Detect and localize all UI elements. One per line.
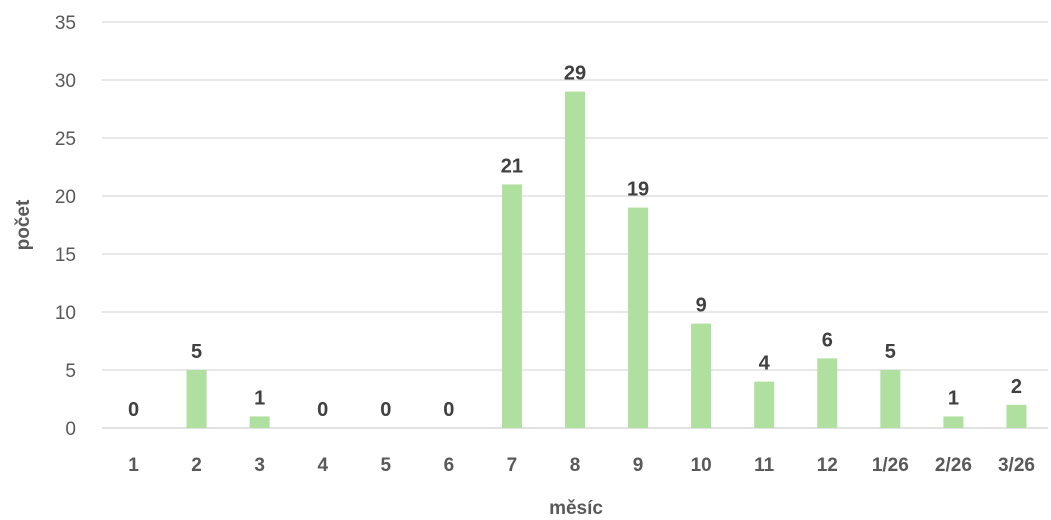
data-label: 19 xyxy=(627,179,649,201)
x-tick-label: 5 xyxy=(381,455,392,476)
x-tick-label: 8 xyxy=(570,455,581,476)
bar xyxy=(691,323,712,428)
x-tick-label: 3/26 xyxy=(998,455,1035,476)
data-label: 5 xyxy=(191,341,202,363)
x-tick-label: 2/26 xyxy=(935,455,972,476)
x-tick-label: 4 xyxy=(317,455,328,476)
data-label: 0 xyxy=(128,399,139,421)
bar xyxy=(249,416,270,428)
x-axis-title: měsíc xyxy=(549,498,603,519)
x-tick-label: 10 xyxy=(691,455,712,476)
data-label: 4 xyxy=(759,353,771,375)
bar xyxy=(754,381,775,428)
data-label: 21 xyxy=(501,155,523,177)
x-tick-label: 9 xyxy=(633,455,644,476)
x-tick-label: 7 xyxy=(507,455,518,476)
bar xyxy=(186,370,207,428)
bars xyxy=(186,91,1027,428)
y-axis-ticks: 0 5 10 15 20 25 30 35 xyxy=(55,13,76,440)
y-axis-title: počet xyxy=(13,199,34,250)
data-label: 9 xyxy=(696,295,707,317)
x-tick-label: 2 xyxy=(191,455,202,476)
bar xyxy=(817,358,838,428)
x-tick-label: 6 xyxy=(444,455,455,476)
x-tick-label: 12 xyxy=(817,455,838,476)
x-tick-label: 11 xyxy=(754,455,775,476)
y-tick-label: 20 xyxy=(55,187,76,208)
bar xyxy=(1006,404,1027,428)
x-tick-label: 1/26 xyxy=(872,455,909,476)
bar xyxy=(565,91,585,428)
data-label: 5 xyxy=(885,341,896,363)
data-label: 2 xyxy=(1011,376,1022,398)
y-tick-label: 15 xyxy=(55,245,76,266)
x-tick-label: 3 xyxy=(254,455,265,476)
y-tick-label: 0 xyxy=(65,419,76,440)
y-tick-label: 5 xyxy=(65,361,76,382)
x-tick-label: 1 xyxy=(128,455,139,476)
x-axis-ticks: 1 2 3 4 5 6 7 8 9 10 11 12 1/26 2/26 3/26 xyxy=(128,455,1035,476)
y-tick-label: 25 xyxy=(55,129,76,150)
y-tick-label: 10 xyxy=(55,303,76,324)
data-label: 1 xyxy=(254,387,265,409)
data-label: 1 xyxy=(948,387,959,409)
bar xyxy=(501,184,522,428)
bar xyxy=(628,207,649,428)
data-label: 0 xyxy=(380,399,391,421)
data-label: 0 xyxy=(317,399,328,421)
data-label: 6 xyxy=(822,329,833,351)
bar xyxy=(943,416,964,428)
data-label: 29 xyxy=(564,63,586,85)
y-tick-label: 30 xyxy=(55,71,76,92)
data-label: 0 xyxy=(443,399,454,421)
bar xyxy=(880,370,901,428)
y-tick-label: 35 xyxy=(55,13,76,34)
